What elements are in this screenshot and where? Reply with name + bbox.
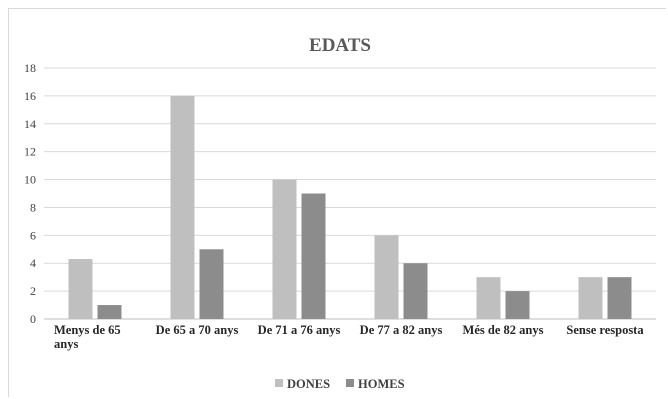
bar-dones: [476, 277, 501, 319]
y-axis: 0 2 4 6 8 10 12 14 16 18: [24, 61, 36, 326]
bar-homes: [301, 193, 326, 319]
y-tick-label: 10: [24, 173, 36, 187]
chart-title: EDATS: [309, 35, 371, 56]
y-tick-label: 18: [24, 61, 36, 75]
bar-dones: [578, 277, 603, 319]
y-tick-label: 6: [30, 228, 36, 242]
bar-homes: [97, 305, 122, 319]
gridlines: [44, 67, 656, 320]
bar-dones: [272, 179, 297, 319]
bar-homes: [199, 249, 224, 319]
x-axis: Menys de 65 anys De 65 a 70 anys De 71 a 76…: [54, 323, 644, 351]
legend: DONES HOMES: [275, 377, 405, 391]
y-tick-label: 8: [30, 200, 36, 214]
bar-dones: [68, 259, 93, 319]
bar-dones: [170, 95, 195, 319]
x-tick-label: Més de 82 anys: [463, 323, 544, 337]
y-tick-label: 14: [24, 117, 36, 131]
y-tick-label: 12: [24, 145, 36, 159]
chart-frame: [8, 8, 666, 397]
bars: [68, 95, 632, 319]
bar-homes: [505, 291, 530, 319]
x-tick-label: Sense resposta: [566, 323, 644, 337]
legend-swatch-dones: [275, 379, 283, 387]
x-tick-label: De 77 a 82 anys: [360, 323, 443, 337]
y-tick-label: 2: [30, 284, 36, 298]
legend-swatch-homes: [346, 379, 354, 387]
legend-label-dones: DONES: [287, 377, 330, 391]
y-tick-label: 0: [30, 312, 36, 326]
x-tick-label: De 65 a 70 anys: [156, 323, 239, 337]
x-tick-label: De 71 a 76 anys: [258, 323, 341, 337]
y-tick-label: 4: [30, 256, 36, 270]
x-tick-label: Menys de 65 anys: [54, 323, 121, 351]
y-tick-label: 16: [24, 89, 36, 103]
legend-label-homes: HOMES: [358, 377, 405, 391]
bar-dones: [374, 235, 399, 319]
bar-homes: [403, 263, 428, 319]
bar-homes: [607, 277, 632, 319]
